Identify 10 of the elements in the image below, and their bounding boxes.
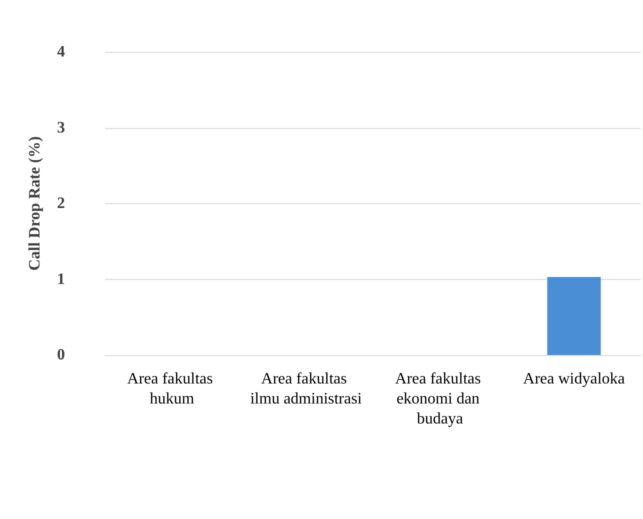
- y-tick-label: 4: [57, 44, 65, 60]
- y-tick-label: 2: [57, 195, 65, 212]
- x-tick-label: Area fakultas ilmu administrasi: [250, 370, 362, 408]
- y-axis-title: Call Drop Rate (%): [26, 136, 44, 271]
- y-tick-label: 3: [57, 119, 65, 136]
- x-tick-label: Area fakultas hukum: [127, 370, 217, 408]
- y-tick-label: 0: [57, 346, 65, 364]
- x-tick-label: Area fakultas ekonomi dan budaya: [395, 370, 485, 428]
- x-tick-label: Area widyaloka: [523, 370, 625, 388]
- y-tick-label: 1: [57, 270, 65, 288]
